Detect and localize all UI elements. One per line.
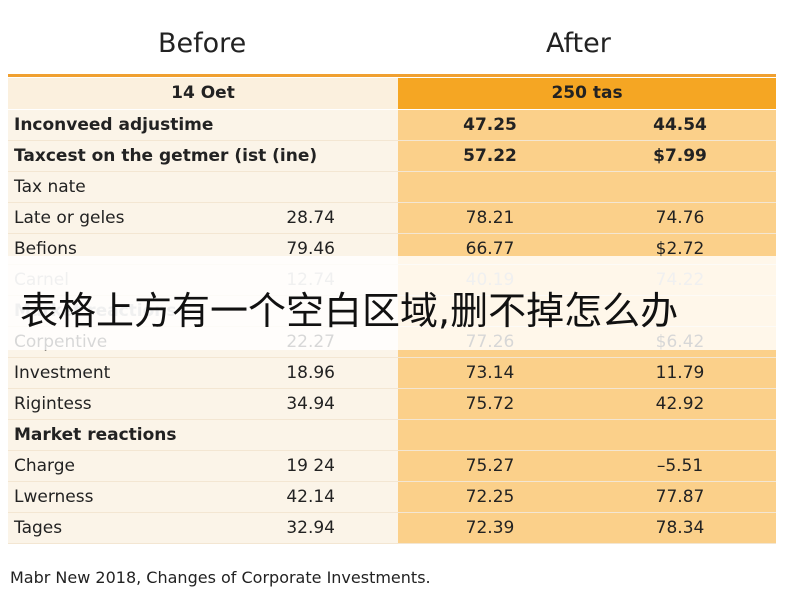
after-value: $7.99 <box>653 146 707 166</box>
row-divider <box>8 481 776 482</box>
row-divider <box>8 388 776 389</box>
after-value: 78.34 <box>655 518 705 538</box>
after-value: 72.39 <box>465 518 515 538</box>
row-divider <box>8 450 776 451</box>
after-value: 44.54 <box>653 115 707 135</box>
header-rule <box>8 74 776 77</box>
after-value: 74.76 <box>655 208 705 228</box>
after-value: 66.77 <box>465 239 515 259</box>
overlay-band <box>0 256 800 350</box>
row-divider <box>8 543 776 544</box>
after-value: 75.27 <box>465 456 515 476</box>
after-value: 78.21 <box>465 208 515 228</box>
after-value: 47.25 <box>463 115 517 135</box>
row-label: Tax nate <box>14 177 86 197</box>
before-value: 18.96 <box>286 363 335 383</box>
caption: Mabr New 2018, Changes of Corporate Inve… <box>10 568 431 587</box>
subheader-left <box>8 78 398 109</box>
row-divider <box>8 171 776 172</box>
before-value: 32.94 <box>286 518 335 538</box>
after-value: 75.72 <box>465 394 515 414</box>
row-label: Lwerness <box>14 487 94 507</box>
row-label: Rigintess <box>14 394 92 414</box>
row-divider <box>8 140 776 141</box>
subheader-after: 250 tas <box>551 83 623 103</box>
row-label: Befions <box>14 239 77 259</box>
after-value: 77.87 <box>655 487 705 507</box>
row-label: Late or geles <box>14 208 125 228</box>
after-value: $2.72 <box>655 239 705 259</box>
before-value: 28.74 <box>286 208 335 228</box>
after-value: 72.25 <box>465 487 515 507</box>
after-value: 57.22 <box>463 146 517 166</box>
row-divider <box>8 202 776 203</box>
row-label: Market reactions <box>14 425 177 445</box>
after-value: –5.51 <box>656 456 704 476</box>
before-value: 19 24 <box>286 456 335 476</box>
row-label: Investment <box>14 363 111 383</box>
row-divider <box>8 357 776 358</box>
row-divider <box>8 512 776 513</box>
before-value: 42.14 <box>286 487 335 507</box>
row-label: Inconveed adjustime <box>14 115 214 135</box>
overlay-text: 表格上方有一个空白区域,删不掉怎么办 <box>20 289 679 333</box>
row-divider <box>8 419 776 420</box>
after-value: 73.14 <box>465 363 515 383</box>
before-header: Before <box>158 28 247 59</box>
before-value: 34.94 <box>286 394 335 414</box>
after-value: 11.79 <box>655 363 705 383</box>
after-value: 42.92 <box>655 394 705 414</box>
row-label: Charge <box>14 456 76 476</box>
row-divider <box>8 233 776 234</box>
after-header: After <box>546 28 611 59</box>
row-label: Taxcest on the getmer (ist (ine) <box>14 146 318 166</box>
subheader-right <box>398 78 776 109</box>
before-value: 79.46 <box>286 239 335 259</box>
subheader-before: 14 Oet <box>171 83 235 103</box>
row-label: Tages <box>14 518 63 538</box>
